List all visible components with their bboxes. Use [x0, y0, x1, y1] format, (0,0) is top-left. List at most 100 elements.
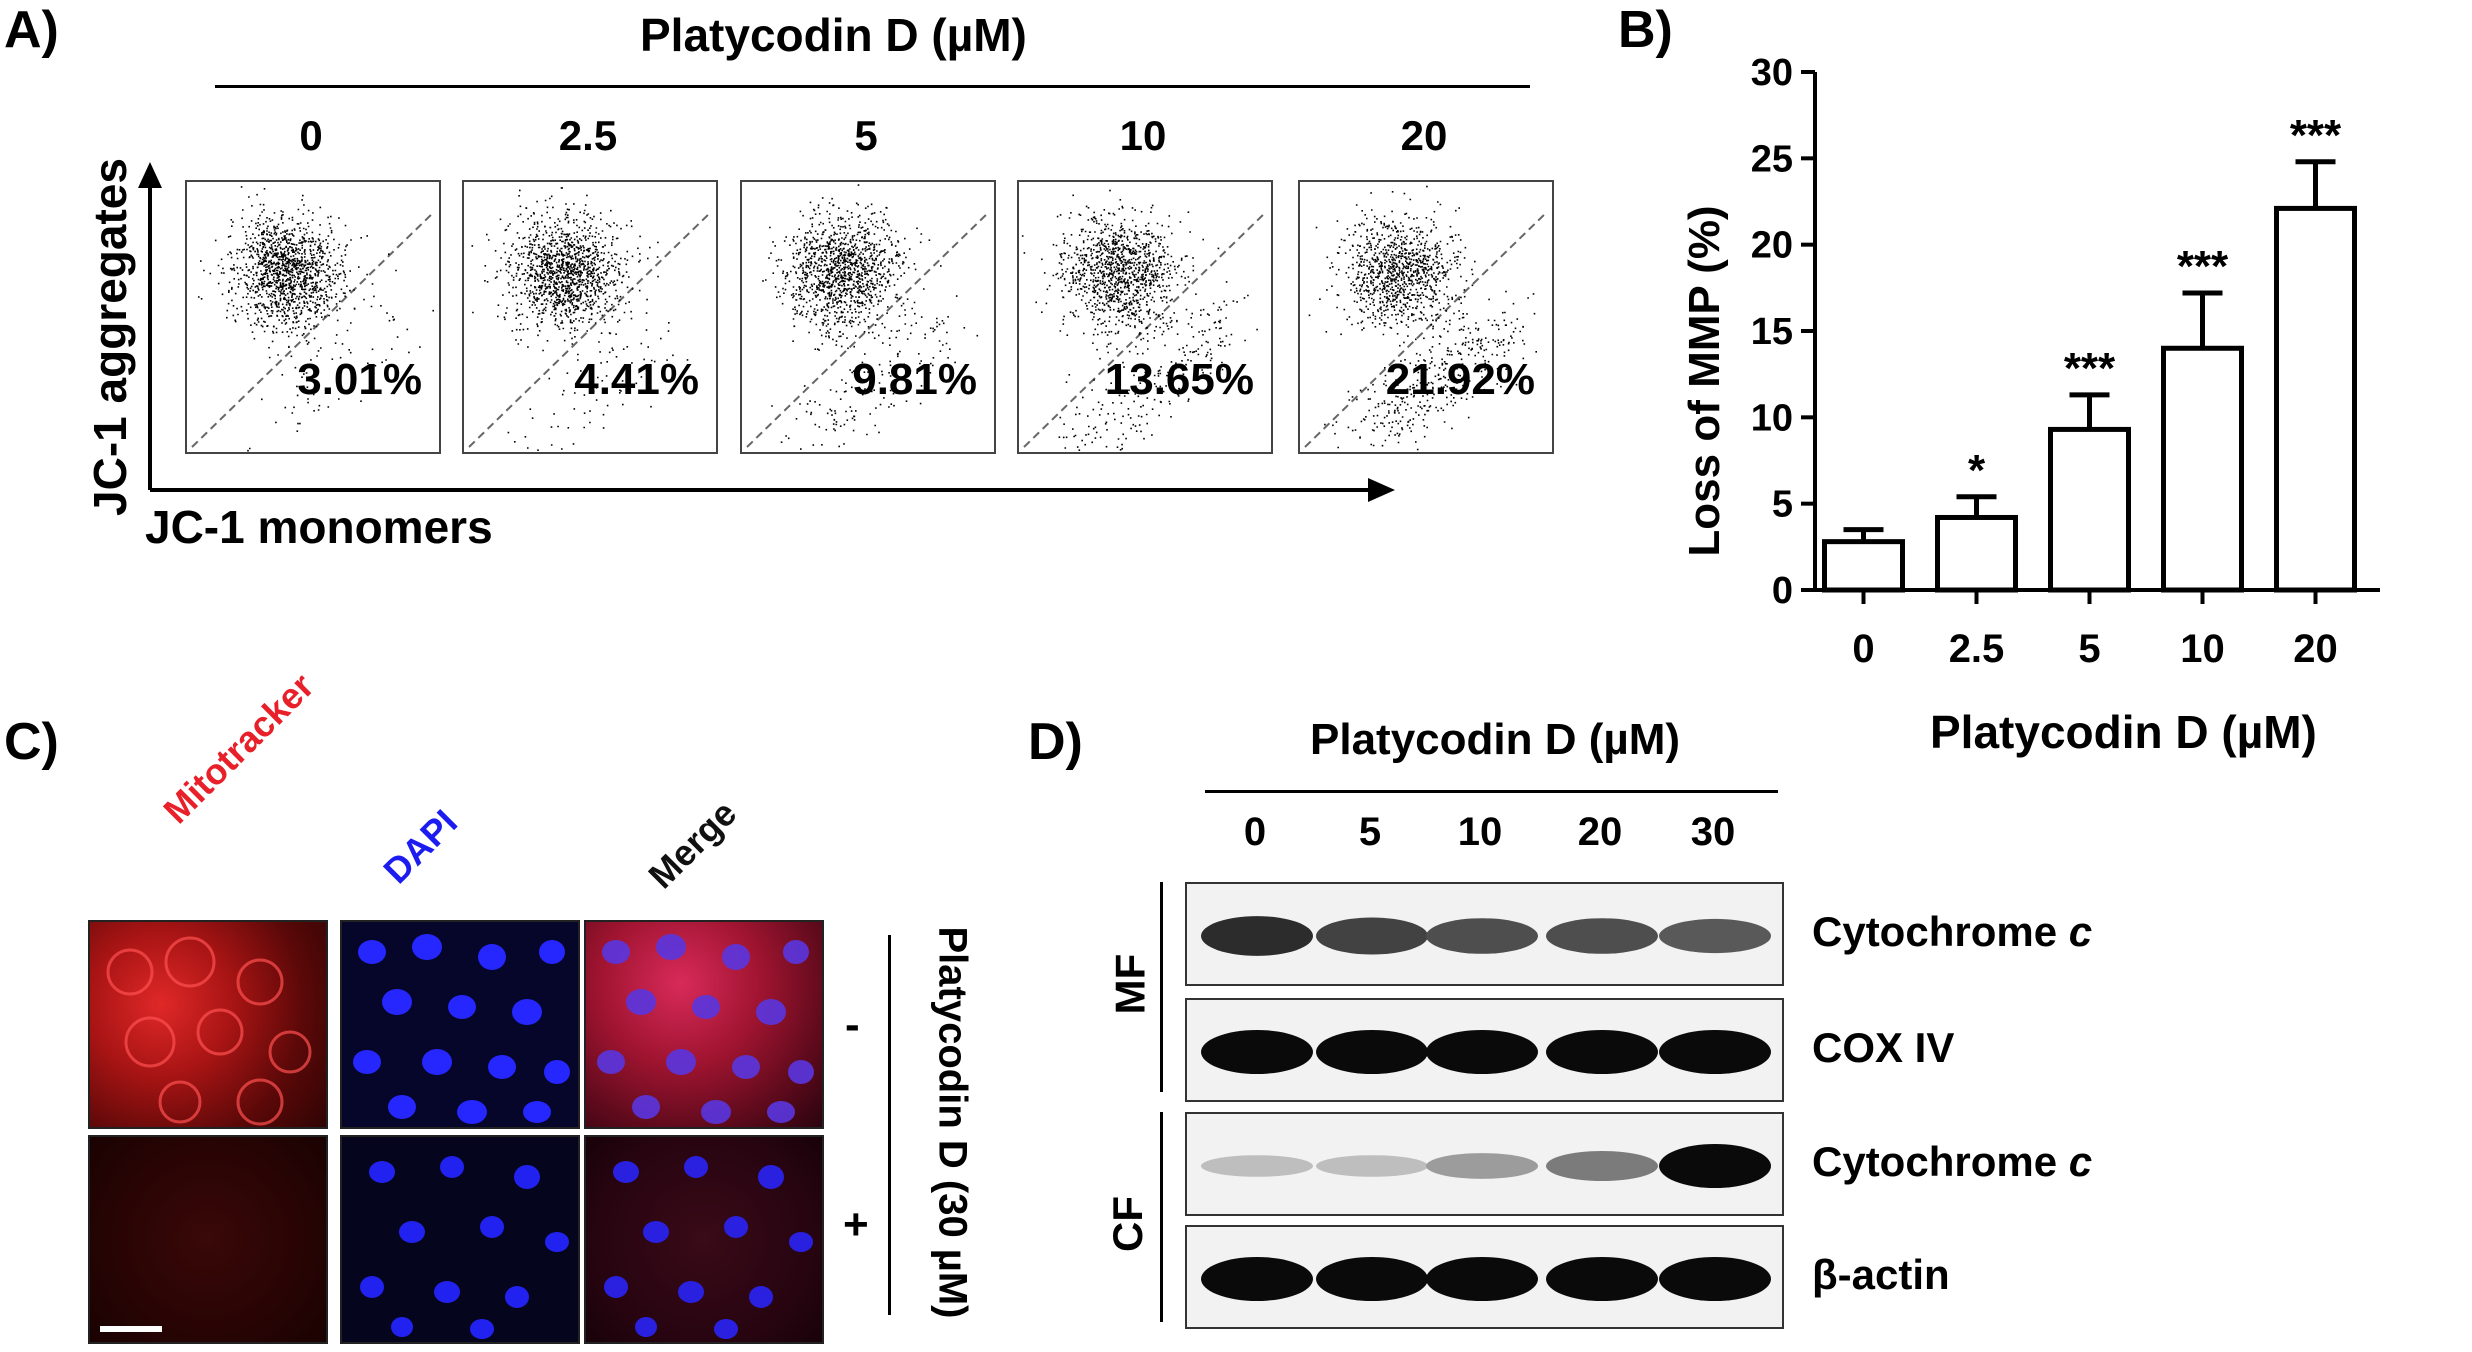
significance-marker: *** [2064, 344, 2116, 393]
micrograph-mitotracker-control [88, 920, 328, 1129]
scale-bar [100, 1326, 162, 1332]
panel-c-letter: C) [4, 713, 59, 771]
panel-b-xlabel: Platycodin D (µM) [1930, 706, 2317, 758]
panel-b-bar-chart: 0 5 10 15 20 25 30 0 2.5 * 5 *** 10 *** 20 *** [1751, 52, 2380, 670]
blot-strip [1185, 998, 1784, 1102]
blot-strip [1185, 1225, 1784, 1329]
lane-label: 10 [1457, 810, 1503, 854]
flow-plot-concentration-label: 2.5 [558, 112, 618, 159]
blot-band [1426, 1153, 1538, 1179]
lane-label: 20 [1577, 810, 1623, 854]
y-tick-label: 30 [1751, 52, 1793, 94]
column-label-mitotracker: Mitotracker [155, 665, 322, 832]
column-label-merge: Merge [640, 792, 745, 897]
blot-band [1316, 1155, 1428, 1177]
blot-band [1426, 1030, 1538, 1074]
x-tick-label: 10 [2180, 627, 2225, 670]
column-label-dapi: DAPI [375, 801, 466, 892]
blot-label: COX IV [1812, 1024, 1955, 1071]
bar [1822, 539, 1905, 593]
x-tick-label: 2.5 [1949, 627, 2005, 670]
blot-band [1659, 1257, 1771, 1301]
y-tick-label: 10 [1751, 397, 1793, 439]
flow-cytometry-plot [740, 180, 996, 454]
panel-a-title-rule [215, 85, 1530, 88]
bar [2048, 426, 2131, 593]
y-tick-label: 15 [1751, 311, 1793, 353]
fraction-label-cf: CF [1104, 1196, 1151, 1252]
fraction-bracket-mf [1160, 882, 1163, 1092]
blot-band [1426, 918, 1538, 954]
bar [2274, 205, 2357, 593]
flow-cytometry-plot [1017, 180, 1273, 454]
x-tick-label: 5 [2078, 627, 2100, 670]
blot-band [1201, 916, 1313, 956]
flow-cytometry-plot [185, 180, 441, 454]
micrograph-dapi-treated [340, 1135, 580, 1344]
blot-band [1201, 1155, 1313, 1177]
bar [2161, 345, 2244, 593]
treatment-label: Platycodin D (30 µM) [930, 926, 975, 1319]
flow-plot-percentage: 3.01% [297, 355, 422, 404]
panel-d-title-rule [1205, 790, 1778, 793]
blot-band [1546, 1257, 1658, 1301]
blot-label: Cytochrome c [1812, 1138, 2093, 1185]
blot-band [1546, 918, 1658, 954]
flow-plot-scatter [1021, 189, 1267, 452]
blot-label: β-actin [1812, 1251, 1950, 1298]
y-tick-label: 20 [1751, 225, 1793, 267]
flow-plot-events [198, 186, 434, 452]
blot-label: Cytochrome c [1812, 908, 2093, 955]
flow-plot-events [1308, 185, 1537, 451]
flow-plot-events [762, 184, 979, 450]
flow-plot-percentage: 4.41% [574, 355, 699, 404]
y-tick-label: 0 [1772, 570, 1793, 612]
flow-plot-concentration-label: 10 [1119, 112, 1167, 159]
micrograph-merge-control [584, 920, 824, 1129]
blot-band [1659, 1144, 1771, 1188]
panel-a-axes [138, 162, 1395, 502]
panel-d-letter: D) [1028, 713, 1083, 771]
significance-marker: *** [2290, 111, 2342, 160]
blot-band [1316, 1030, 1428, 1074]
flow-plot-percentage: 21.92% [1385, 355, 1535, 404]
lane-label: 30 [1690, 810, 1736, 854]
x-tick-label: 0 [1852, 627, 1874, 670]
y-tick-label: 25 [1751, 138, 1793, 180]
significance-marker: * [1968, 446, 1986, 495]
flow-plot-scatter [1304, 185, 1548, 451]
flow-plot-events [471, 187, 689, 451]
blot-band [1201, 1030, 1313, 1074]
flow-plot-percentage: 9.81% [852, 355, 977, 404]
micrograph-mitotracker-treated [88, 1135, 328, 1344]
lane-label: 0 [1243, 810, 1267, 854]
blot-band [1659, 1030, 1771, 1074]
blot-strip [1185, 1112, 1784, 1216]
panel-a-title: Platycodin D (µM) [640, 9, 1027, 61]
flow-plot-scatter [468, 187, 712, 451]
fraction-label-mf: MF [1106, 953, 1154, 1015]
micrograph-merge-treated [584, 1135, 824, 1344]
y-tick-label: 5 [1772, 484, 1793, 526]
panel-d-title: Platycodin D (µM) [1310, 715, 1681, 764]
panel-a-y-label: JC-1 aggregates [84, 158, 136, 516]
row-label-treated: + [843, 1200, 869, 1249]
panel-a-x-label: JC-1 monomers [145, 501, 493, 553]
flow-cytometry-plot [1298, 180, 1554, 454]
panel-a-letter: A) [4, 1, 59, 59]
x-tick-label: 20 [2293, 627, 2338, 670]
flow-plot-concentration-label: 20 [1400, 112, 1448, 159]
row-label-control: - [845, 1000, 860, 1049]
panel-b-letter: B) [1618, 1, 1673, 59]
significance-marker: *** [2177, 242, 2229, 291]
blot-band [1201, 1257, 1313, 1301]
lane-label: 5 [1358, 810, 1382, 854]
flow-plot-percentage: 13.65% [1104, 355, 1254, 404]
blot-band [1316, 917, 1428, 955]
blot-band [1426, 1257, 1538, 1301]
flow-plot-concentration-label: 0 [299, 112, 323, 159]
flow-plot-concentration-label: 5 [854, 112, 878, 159]
blot-band [1546, 1030, 1658, 1074]
flow-plot-scatter [191, 186, 435, 452]
blot-band [1546, 1151, 1658, 1181]
